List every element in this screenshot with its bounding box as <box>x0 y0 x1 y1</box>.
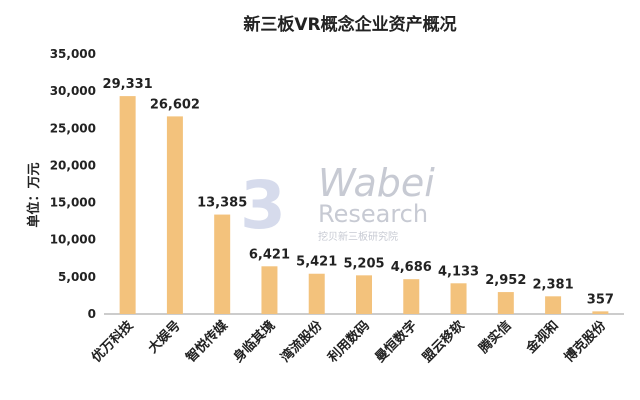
x-tick-label: 湾流股份 <box>277 317 326 366</box>
bar <box>356 275 372 314</box>
x-tick-label: 身临其境 <box>230 318 278 366</box>
bar <box>403 279 420 314</box>
data-label: 26,602 <box>150 97 200 112</box>
data-label: 4,133 <box>438 264 479 279</box>
y-tick-label: 15,000 <box>50 196 96 210</box>
bar <box>592 311 609 314</box>
x-tick-label: 博克股份 <box>561 317 610 366</box>
y-tick-label: 5,000 <box>58 270 96 284</box>
x-tick-label: 优万科技 <box>88 317 137 366</box>
y-tick-label: 25,000 <box>50 121 96 135</box>
x-tick-label: 盟云移软 <box>419 318 467 366</box>
bar <box>497 292 514 314</box>
watermark: 3 Wabei Research 挖贝新三板研究院 <box>240 161 435 244</box>
data-label: 6,421 <box>249 247 290 262</box>
data-label: 2,381 <box>533 277 574 292</box>
bar <box>166 116 183 315</box>
x-tick-label: 金视和 <box>522 318 562 358</box>
data-label: 5,205 <box>343 256 384 271</box>
data-label: 2,952 <box>485 273 526 288</box>
bars <box>119 96 609 315</box>
data-label: 4,686 <box>391 260 432 275</box>
y-tick-label: 35,000 <box>50 47 96 61</box>
x-tick-label: 腾实信 <box>475 318 515 358</box>
data-label: 357 <box>587 292 614 307</box>
bar <box>450 283 467 314</box>
watermark-sub: Research <box>318 200 428 228</box>
bar <box>545 296 562 314</box>
y-tick-label: 0 <box>88 307 96 321</box>
data-label: 13,385 <box>197 196 247 211</box>
data-label: 29,331 <box>103 77 153 92</box>
data-label: 5,421 <box>296 255 337 270</box>
y-tick-label: 30,000 <box>50 84 96 98</box>
chart-title: 新三板VR概念企业资产概况 <box>243 14 456 35</box>
x-tick-label: 利用数码 <box>325 318 373 366</box>
data-labels: 29,331 26,602 13,385 6,421 5,421 5,205 4,686 4,… <box>103 77 614 307</box>
bar <box>261 266 278 314</box>
x-tick-label: 曼恒数字 <box>372 318 420 366</box>
bar <box>214 214 231 314</box>
bar <box>308 273 325 314</box>
watermark-tagline: 挖贝新三板研究院 <box>318 230 398 243</box>
bar <box>119 96 136 314</box>
x-tick-label: 智悦传媒 <box>183 317 232 366</box>
x-tick-label: 大娱号 <box>145 318 184 357</box>
y-tick-label: 10,000 <box>50 233 96 247</box>
x-axis-ticks: 优万科技 大娱号 智悦传媒 身临其境 湾流股份 利用数码 曼恒数字 盟云移软 腾实信 金视和 博克股… <box>88 317 610 366</box>
y-axis-label: 单位：万元 <box>26 162 42 227</box>
watermark-logo: 3 <box>240 167 286 244</box>
y-tick-label: 20,000 <box>50 158 96 172</box>
y-axis-ticks: 0 5,000 10,000 15,000 20,000 25,000 30,000 35,0… <box>50 47 96 321</box>
watermark-brand: Wabei <box>318 161 435 205</box>
